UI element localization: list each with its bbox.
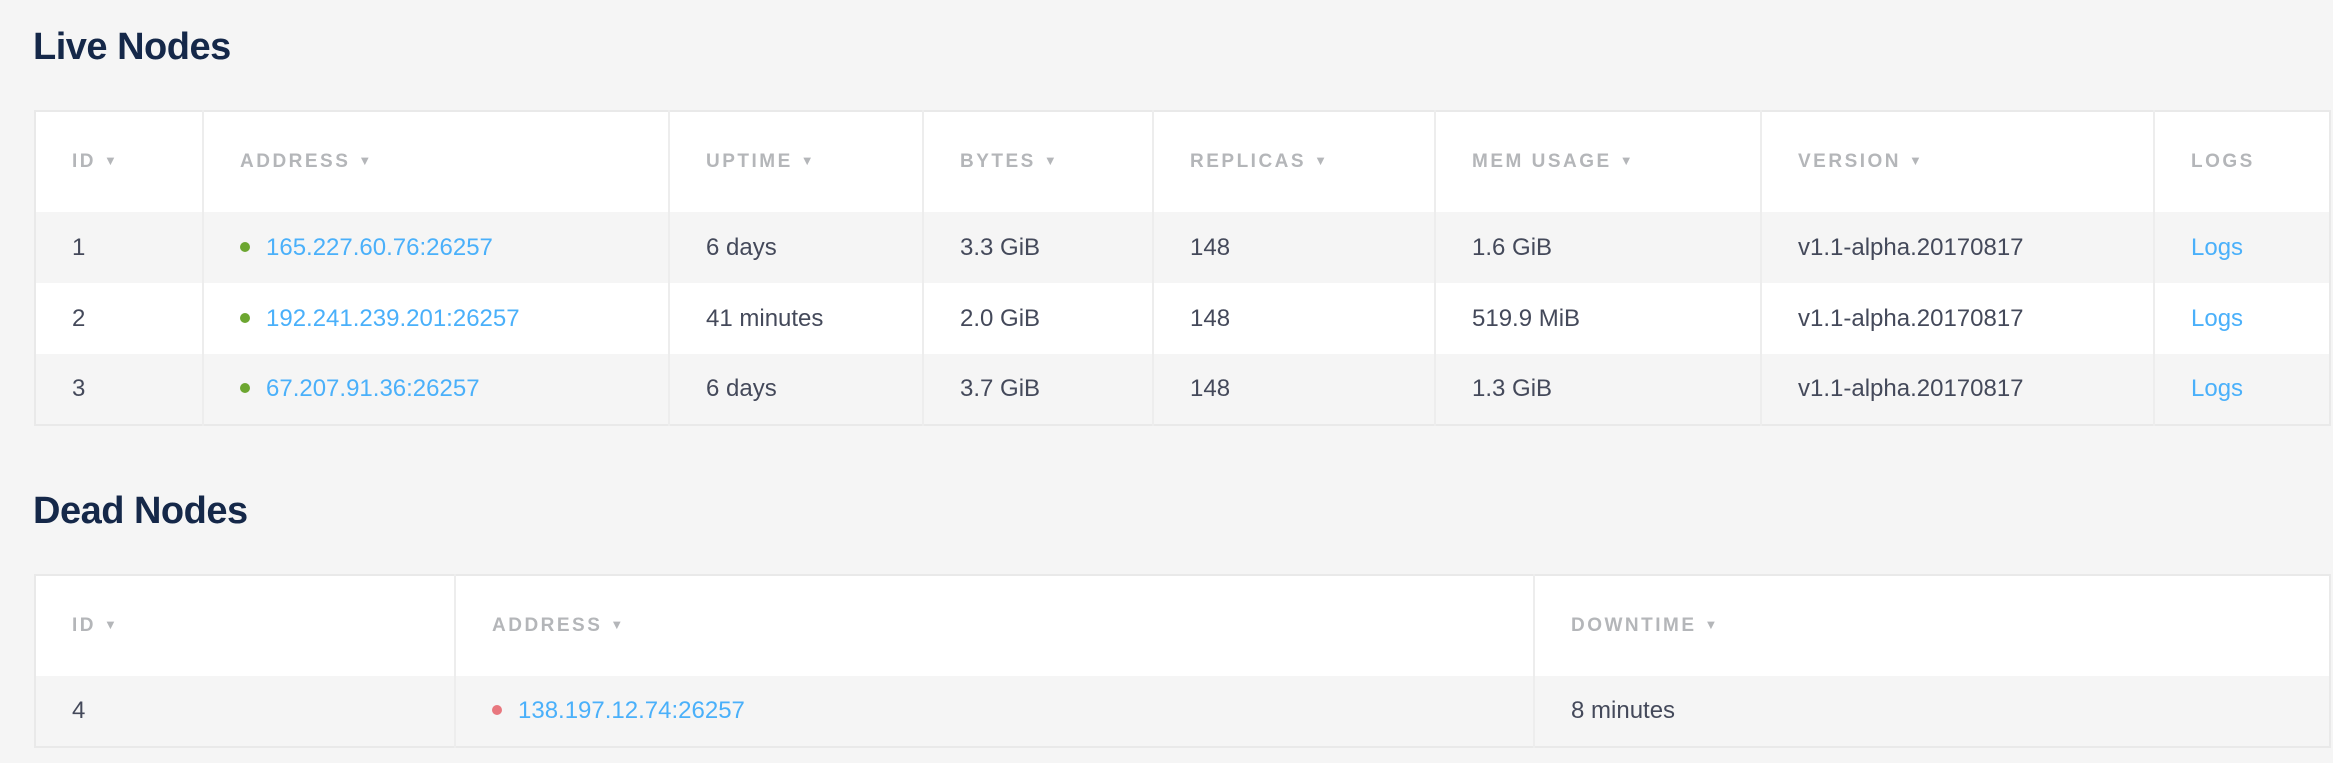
uptime-cell: 41 minutes bbox=[669, 283, 924, 354]
version-cell-text: v1.1-alpha.20170817 bbox=[1798, 233, 2024, 261]
column-label: MEM USAGE bbox=[1472, 151, 1612, 172]
replicas-cell: 148 bbox=[1153, 212, 1436, 283]
column-label: ADDRESS bbox=[492, 615, 603, 636]
column-header-bytes[interactable]: BYTES ▼ bbox=[923, 111, 1154, 212]
dead-nodes-title: Dead Nodes bbox=[33, 490, 248, 532]
replicas-cell: 148 bbox=[1153, 354, 1436, 425]
downtime-cell: 8 minutes bbox=[1534, 676, 2330, 747]
mem-usage-cell-text: 1.6 GiB bbox=[1472, 233, 1553, 261]
logs-link[interactable]: Logs bbox=[2191, 233, 2244, 261]
logs-cell: Logs bbox=[2154, 354, 2330, 425]
replicas-cell-text: 148 bbox=[1190, 304, 1231, 332]
status-dot-icon bbox=[240, 312, 250, 323]
logs-cell: Logs bbox=[2154, 212, 2330, 283]
live-nodes-table: ID ▼ ADDRESS ▼ UPTIME ▼ BYTES ▼ REPLICAS ▼ MEM USA… bbox=[34, 110, 2331, 426]
dead-nodes-table: ID ▼ ADDRESS ▼ DOWNTIME ▼ 4 138.197.12.74:2625… bbox=[34, 574, 2331, 748]
column-label: ADDRESS bbox=[240, 151, 351, 172]
replicas-cell-text: 148 bbox=[1190, 375, 1231, 402]
address-cell: 165.227.60.76:26257 bbox=[203, 212, 670, 283]
logs-link[interactable]: Logs bbox=[2191, 304, 2244, 332]
uptime-cell: 6 days bbox=[669, 212, 924, 283]
column-header-address[interactable]: ADDRESS ▼ bbox=[455, 575, 1535, 676]
address-cell: 67.207.91.36:26257 bbox=[203, 354, 670, 425]
bytes-cell: 3.3 GiB bbox=[923, 212, 1154, 283]
logs-link[interactable]: Logs bbox=[2191, 375, 2244, 402]
uptime-cell: 6 days bbox=[669, 354, 924, 425]
column-label: ID bbox=[72, 615, 96, 636]
version-cell-text: v1.1-alpha.20170817 bbox=[1798, 304, 2024, 332]
mem-usage-cell-text: 1.3 GiB bbox=[1472, 375, 1553, 402]
table-row: 2 192.241.239.201:26257 41 minutes 2.0 GiB 1… bbox=[35, 283, 2330, 354]
node-address-link[interactable]: 165.227.60.76:26257 bbox=[266, 233, 493, 261]
column-header-downtime[interactable]: DOWNTIME ▼ bbox=[1534, 575, 2330, 676]
column-header-id[interactable]: ID ▼ bbox=[35, 575, 456, 676]
version-cell: v1.1-alpha.20170817 bbox=[1761, 212, 2155, 283]
column-label: REPLICAS bbox=[1190, 151, 1307, 172]
caret-down-icon[interactable]: ▼ bbox=[610, 617, 626, 632]
column-header-mem-usage[interactable]: MEM USAGE ▼ bbox=[1435, 111, 1762, 212]
node-address-link[interactable]: 138.197.12.74:26257 bbox=[518, 697, 745, 724]
uptime-cell-text: 6 days bbox=[706, 233, 777, 261]
caret-down-icon[interactable]: ▼ bbox=[104, 153, 120, 168]
mem-usage-cell: 519.9 MiB bbox=[1435, 283, 1762, 354]
live-nodes-title: Live Nodes bbox=[33, 26, 231, 68]
column-label: BYTES bbox=[960, 151, 1036, 172]
uptime-cell-text: 41 minutes bbox=[706, 304, 824, 332]
address-cell: 138.197.12.74:26257 bbox=[455, 676, 1535, 747]
column-label: VERSION bbox=[1798, 151, 1902, 172]
column-header-address[interactable]: ADDRESS ▼ bbox=[203, 111, 670, 212]
status-dot-icon bbox=[240, 383, 250, 393]
caret-down-icon[interactable]: ▼ bbox=[1619, 153, 1636, 168]
id-cell: 1 bbox=[35, 212, 204, 283]
column-label: ID bbox=[72, 151, 96, 172]
bytes-cell: 3.7 GiB bbox=[923, 354, 1154, 425]
id-cell-text: 2 bbox=[72, 304, 86, 332]
caret-down-icon[interactable]: ▼ bbox=[1704, 617, 1720, 632]
caret-down-icon[interactable]: ▼ bbox=[1043, 153, 1060, 168]
column-label: UPTIME bbox=[706, 151, 793, 172]
table-row: 4 138.197.12.74:26257 8 minutes bbox=[35, 676, 2330, 747]
id-cell: 4 bbox=[35, 676, 456, 747]
id-cell: 3 bbox=[35, 354, 204, 425]
bytes-cell: 2.0 GiB bbox=[923, 283, 1154, 354]
bytes-cell-text: 3.7 GiB bbox=[960, 375, 1041, 402]
node-address-link[interactable]: 67.207.91.36:26257 bbox=[266, 375, 480, 402]
replicas-cell-text: 148 bbox=[1190, 233, 1231, 261]
logs-cell: Logs bbox=[2154, 283, 2330, 354]
status-dot-icon bbox=[240, 241, 250, 252]
status-dot-icon bbox=[492, 705, 502, 715]
caret-down-icon[interactable]: ▼ bbox=[800, 153, 817, 168]
mem-usage-cell: 1.3 GiB bbox=[1435, 354, 1762, 425]
column-label: DOWNTIME bbox=[1571, 615, 1697, 636]
mem-usage-cell-text: 519.9 MiB bbox=[1472, 304, 1581, 332]
id-cell-text: 3 bbox=[72, 375, 86, 402]
version-cell: v1.1-alpha.20170817 bbox=[1761, 354, 2155, 425]
id-cell-text: 4 bbox=[72, 697, 86, 724]
id-cell: 2 bbox=[35, 283, 204, 354]
caret-down-icon[interactable]: ▼ bbox=[1314, 153, 1330, 168]
version-cell: v1.1-alpha.20170817 bbox=[1761, 283, 2155, 354]
uptime-cell-text: 6 days bbox=[706, 375, 777, 402]
address-cell: 192.241.239.201:26257 bbox=[203, 283, 670, 354]
downtime-cell-text: 8 minutes bbox=[1571, 697, 1676, 724]
table-row: 1 165.227.60.76:26257 6 days 3.3 GiB 148 1.6 … bbox=[35, 212, 2330, 283]
column-header-version[interactable]: VERSION ▼ bbox=[1761, 111, 2155, 212]
table-row: 3 67.207.91.36:26257 6 days 3.7 GiB 148 1.3 G… bbox=[35, 354, 2330, 425]
column-header-uptime[interactable]: UPTIME ▼ bbox=[669, 111, 924, 212]
caret-down-icon[interactable]: ▼ bbox=[358, 153, 374, 168]
caret-down-icon[interactable]: ▼ bbox=[104, 617, 120, 632]
replicas-cell: 148 bbox=[1153, 283, 1436, 354]
bytes-cell-text: 3.3 GiB bbox=[960, 233, 1041, 261]
column-label: LOGS bbox=[2191, 151, 2255, 172]
node-address-link[interactable]: 192.241.239.201:26257 bbox=[266, 304, 520, 332]
bytes-cell-text: 2.0 GiB bbox=[960, 304, 1041, 332]
caret-down-icon[interactable]: ▼ bbox=[1909, 153, 1925, 168]
column-header-logs: LOGS bbox=[2154, 111, 2330, 212]
column-header-replicas[interactable]: REPLICAS ▼ bbox=[1153, 111, 1436, 212]
version-cell-text: v1.1-alpha.20170817 bbox=[1798, 375, 2024, 402]
mem-usage-cell: 1.6 GiB bbox=[1435, 212, 1762, 283]
column-header-id[interactable]: ID ▼ bbox=[35, 111, 204, 212]
id-cell-text: 1 bbox=[72, 233, 86, 261]
